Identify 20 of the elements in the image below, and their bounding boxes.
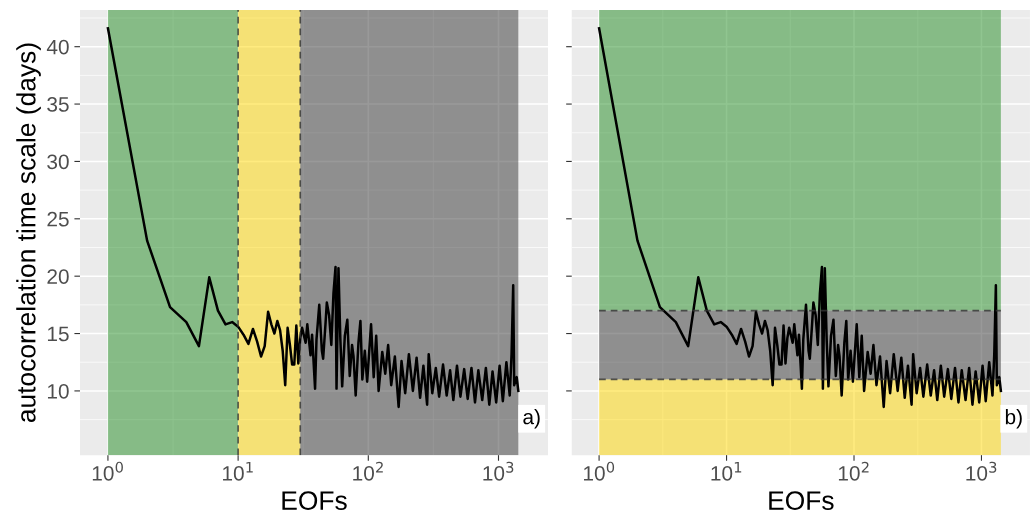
- x-tick-label: 10$^{2}$: [838, 461, 869, 481]
- annotation: b): [1005, 409, 1022, 429]
- y-tick-label: 25: [47, 211, 69, 227]
- y-tick-label: 20: [47, 269, 69, 284]
- y-tick-label: 40: [46, 39, 69, 55]
- y-tick-label: 35: [47, 97, 69, 112]
- x-axis-title: EOFs: [769, 491, 834, 510]
- x-tick-label: 10$^{0}$: [584, 461, 615, 481]
- y-axis-title: autocorrelation time scale (days): [16, 43, 41, 423]
- x-tick-label: 10$^{1}$: [223, 461, 253, 481]
- x-tick-label: 10$^{3}$: [966, 461, 997, 481]
- y-tick-label: 10: [47, 383, 69, 399]
- x-tick-label: 10$^{3}$: [483, 461, 514, 481]
- x-axis-title: EOFs: [282, 491, 347, 510]
- y-tick-label: 15: [47, 326, 69, 342]
- y-tick-label: 30: [47, 154, 69, 170]
- x-tick-label: 10$^{0}$: [92, 461, 123, 481]
- annotation: a): [523, 409, 540, 429]
- x-tick-label: 10$^{1}$: [711, 461, 742, 481]
- x-tick-label: 10$^{2}$: [353, 461, 383, 481]
